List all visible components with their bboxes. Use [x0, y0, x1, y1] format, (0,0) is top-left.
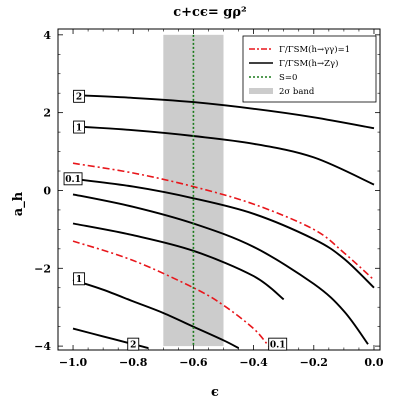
contour-label: 1 — [73, 120, 86, 134]
y-axis-label: a_h — [11, 191, 26, 216]
plot-area: −1.0 −0.8 −0.6 −0.4 −0.2 0.0 −4 −2 0 2 4 2 1 0.1 1 2 0.1… — [34, 28, 384, 369]
y-tick-label: 4 — [43, 29, 51, 42]
x-tick-label: −0.2 — [300, 356, 328, 369]
contour-label-text: 2 — [130, 340, 136, 350]
x-tick-label: −0.8 — [119, 356, 148, 369]
z-gamma-curve-4 — [72, 193, 369, 345]
legend: Γ/ΓSM(h→γγ)=1 Γ/ΓSM(h→Zγ) S=0 2σ band — [242, 35, 377, 103]
sigma-band — [163, 34, 224, 347]
contour-label-text: 2 — [76, 93, 82, 103]
contour-label: 0.1 — [268, 337, 288, 351]
plot-frame — [57, 28, 381, 351]
legend-label: 2σ band — [279, 87, 315, 97]
contour-label-text: 0.1 — [65, 175, 81, 185]
legend-label: Γ/ΓSM(h→γγ)=1 — [279, 44, 350, 55]
y-tick-label: −2 — [34, 262, 51, 275]
contour-label: 2 — [73, 89, 86, 103]
contour-label: 2 — [127, 337, 140, 351]
contour-label: 1 — [73, 272, 86, 286]
x-tick-label: −0.4 — [239, 356, 268, 369]
legend-swatch-band — [249, 88, 273, 94]
x-tick-label: −0.6 — [179, 356, 208, 369]
z-gamma-curve-6 — [72, 327, 149, 350]
contour-label-box — [63, 172, 83, 186]
curves — [72, 94, 375, 350]
gamma-gamma-curve-7 — [72, 162, 375, 281]
y-tick-label: 0 — [43, 184, 51, 197]
gamma-gamma-curve-8 — [72, 240, 270, 347]
legend-label: S=0 — [279, 73, 297, 83]
contour-label-box — [268, 337, 288, 351]
contour-label-box — [73, 89, 86, 103]
contour-label-text: 1 — [76, 123, 82, 133]
z-gamma-curve-3 — [72, 222, 285, 301]
legend-label: Γ/ΓSM(h→Zγ) — [279, 58, 338, 69]
x-axis-label: ϵ — [211, 385, 219, 400]
contour-label-text: 0.1 — [270, 340, 286, 350]
z-gamma-curve-0 — [72, 94, 375, 130]
x-tick-label: 0.0 — [364, 356, 383, 369]
y-tick-label: −4 — [34, 340, 51, 353]
contour-label: 0.1 — [63, 172, 83, 186]
z-gamma-curve-5 — [72, 279, 240, 349]
contour-label-box — [73, 120, 86, 134]
z-gamma-curve-2 — [72, 177, 375, 289]
chart-title: c+cϵ= gρ² — [173, 5, 247, 20]
x-tick-label: −1.0 — [59, 356, 88, 369]
contour-label-text: 1 — [76, 275, 82, 285]
contour-label-box — [127, 337, 140, 351]
z-gamma-curve-1 — [72, 125, 375, 186]
y-tick-label: 2 — [43, 107, 51, 120]
contour-label-box — [73, 272, 86, 286]
